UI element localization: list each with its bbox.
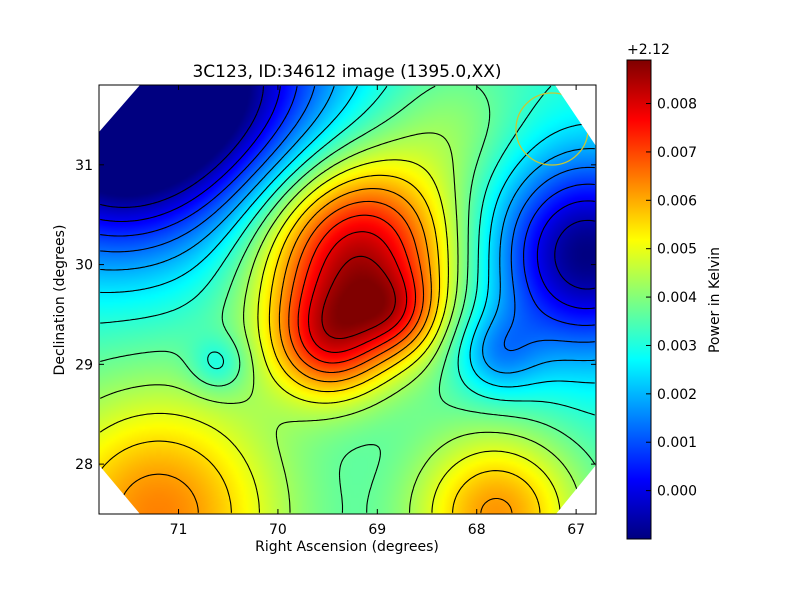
colorbar-tick-label: 0.008 (657, 97, 697, 113)
x-tick-label: 71 (170, 522, 188, 538)
contour-line (321, 255, 396, 340)
colorbar-tick-label: 0.007 (657, 145, 697, 161)
colorbar-ticks: 0.000 0.001 0.002 0.003 0.004 0.005 0.006 0.007… (646, 97, 697, 500)
contour-line (100, 86, 595, 290)
contour-line (100, 85, 595, 388)
colorbar-tick-label: 0.005 (657, 242, 697, 258)
contour-line (100, 85, 596, 513)
contour-line (100, 86, 595, 326)
heatmap-image (99, 85, 596, 514)
contour-line (99, 174, 541, 513)
x-tick-label: 68 (468, 522, 486, 538)
contour-line (99, 132, 582, 513)
y-axis-label: Declination (degrees) (52, 225, 68, 376)
chart-title: 3C123, ID:34612 image (1395.0,XX) (192, 62, 501, 82)
contour-line (99, 159, 561, 513)
colorbar-tick-label: 0.006 (657, 193, 697, 209)
y-axis-ticks: 28 29 30 31 (75, 158, 596, 473)
y-tick-label: 28 (75, 457, 93, 473)
x-tick-label: 67 (567, 522, 585, 538)
colorbar-tick-label: 0.001 (657, 435, 697, 451)
y-tick-label: 29 (75, 357, 93, 373)
colorbar-tick-label: 0.004 (657, 290, 697, 306)
y-tick-label: 31 (75, 158, 93, 174)
contour-line (307, 231, 408, 353)
plot-frame (98, 84, 597, 515)
contour-line (99, 86, 595, 352)
colorbar: 0.000 0.001 0.002 0.003 0.004 0.005 0.006 0.007… (626, 42, 723, 540)
contour-line (288, 200, 425, 374)
colorbar-gradient (626, 59, 652, 540)
contour-line (297, 214, 417, 364)
contour-lines (99, 85, 596, 513)
colorbar-label: Power in Kelvin (707, 247, 723, 353)
contour-line (100, 85, 595, 416)
x-tick-label: 70 (269, 522, 287, 538)
y-tick-label: 30 (75, 258, 93, 274)
x-axis-ticks: 71 70 69 68 67 (170, 85, 585, 538)
x-tick-label: 69 (368, 522, 386, 538)
contour-line (100, 86, 595, 374)
plot-area (99, 85, 596, 514)
colorbar-tick-label: 0.002 (657, 387, 697, 403)
colorbar-tick-label: 0.000 (657, 484, 697, 500)
colorbar-offset-label: +2.12 (627, 42, 670, 58)
colorbar-tick-label: 0.003 (657, 338, 697, 354)
contour-line (100, 86, 595, 310)
x-axis-label: Right Ascension (degrees) (255, 539, 439, 555)
